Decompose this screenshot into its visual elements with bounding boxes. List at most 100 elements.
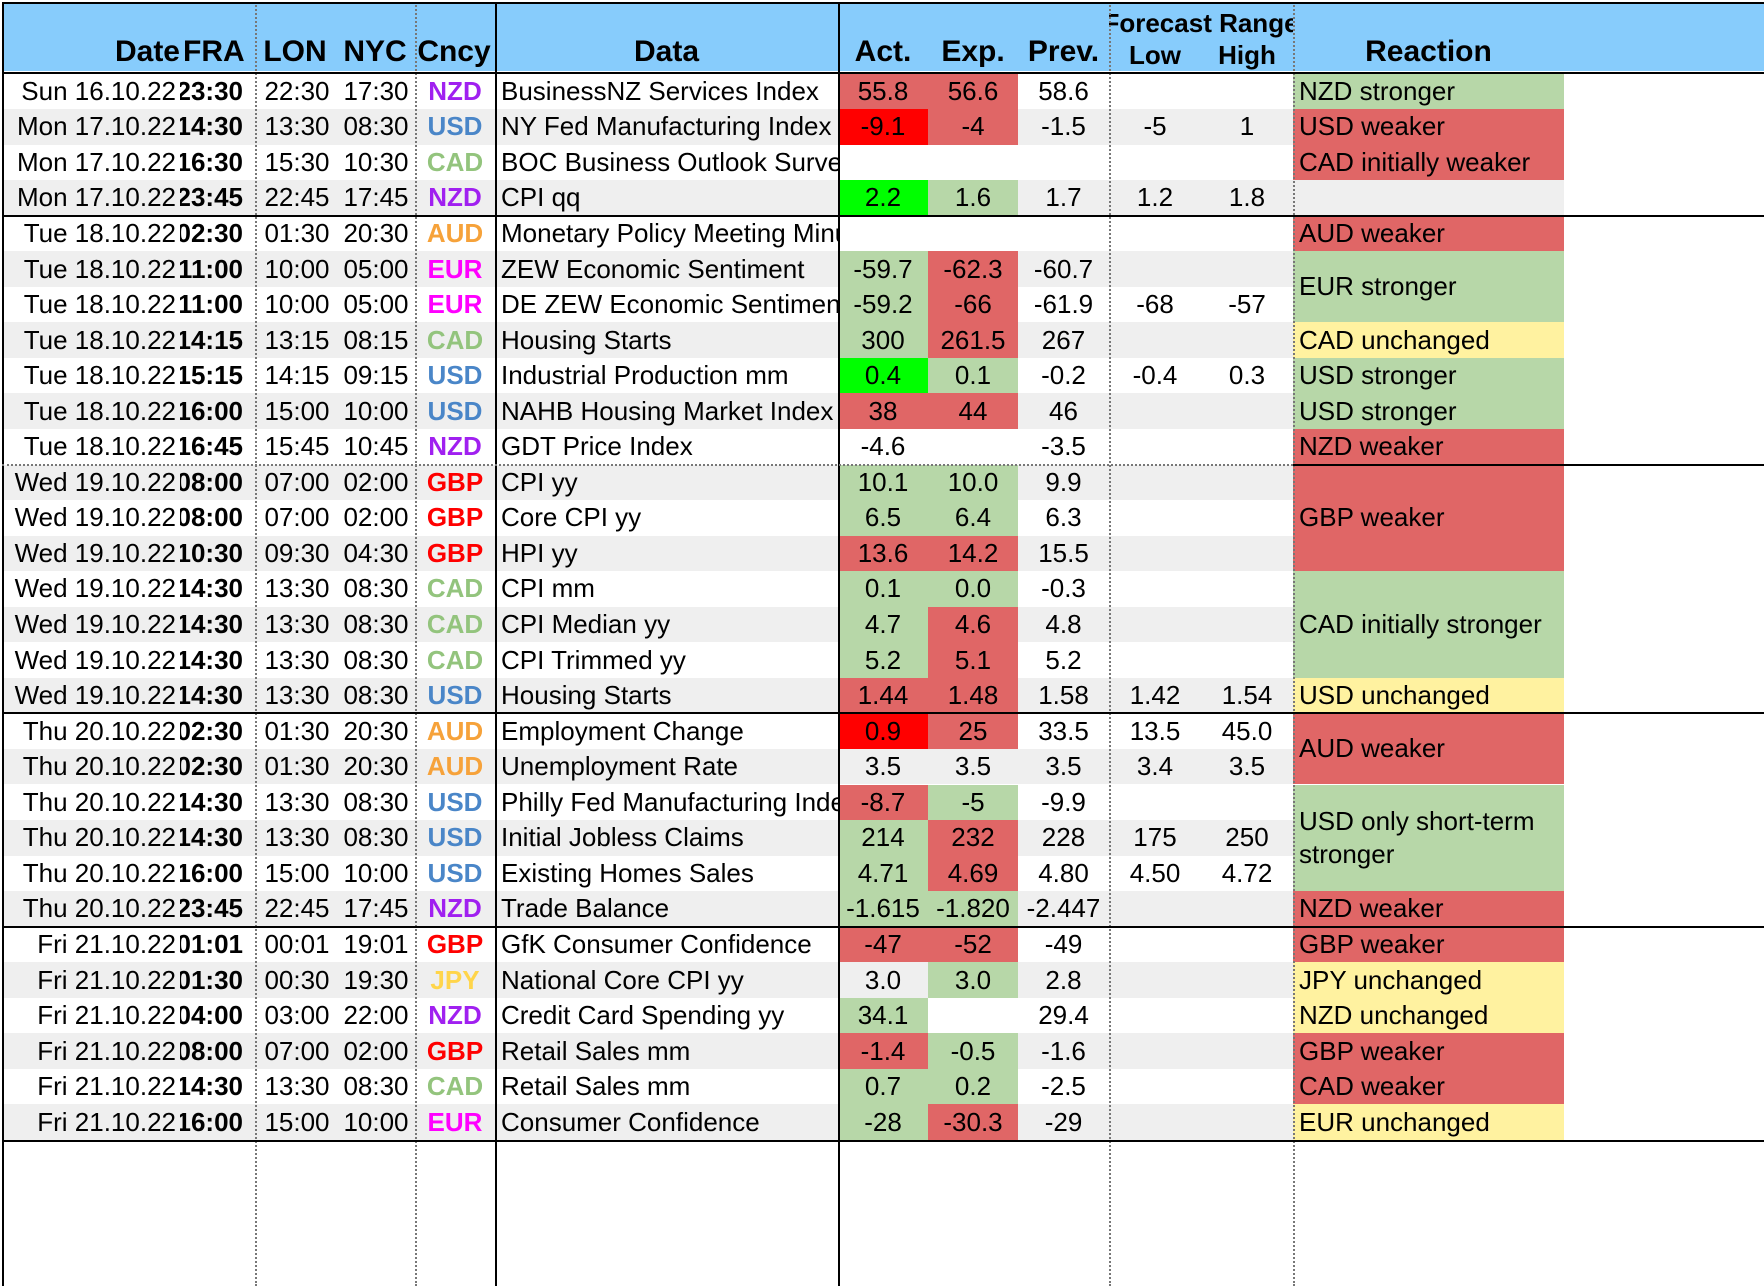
cell-nyc: 02:00 [343,502,409,533]
cell-low [1109,429,1201,465]
cell-prev: -1.6 [1041,1035,1086,1066]
cell-nyc: 10:45 [343,431,409,462]
cell-lon: 09:30 [264,537,330,568]
cell-act: -28 [838,1104,928,1140]
header-date: Date [114,35,180,68]
header-nyc: NYC [343,35,407,68]
reaction-cell: CAD unchanged [1293,322,1564,358]
cell-cncy: USD [427,857,483,888]
cell-high [1201,216,1293,252]
cell-act: -59.2 [838,286,928,323]
cell-nyc: 09:15 [343,360,409,391]
cell-data: BusinessNZ Services Index [501,75,819,106]
cell-cncy: USD [427,680,483,711]
cell-act: 4.71 [838,855,928,892]
cell-low: -5 [1143,111,1167,142]
cell-act: 0.9 [838,713,928,749]
cell-date: Tue 18.10.22 [23,360,176,391]
cell-exp: -62.3 [928,251,1018,287]
cell-lon: 10:00 [264,289,330,320]
cell-data: Retail Sales mm [501,1035,691,1066]
cell-prev: -2.447 [1026,893,1101,924]
grid-line [2,214,1293,217]
table-row [3,215,1293,252]
cell-act: 55.8 [838,73,928,110]
grid-line [2,72,1764,74]
cell-nyc: 10:30 [343,146,409,177]
cell-lon: 22:45 [264,893,330,924]
cell-data: Philly Fed Manufacturing Index [501,786,838,817]
table-row [3,1033,1293,1069]
cell-act: 0.1 [838,571,928,607]
cell-date: Wed 19.10.22 [14,537,176,568]
cell-exp: 0.1 [928,357,1018,394]
reaction-cell: NZD unchanged [1293,997,1564,1034]
table-row [3,535,1293,572]
cell-data: DE ZEW Economic Sentiment [501,289,838,320]
cell-low: -68 [1136,289,1174,320]
cell-exp: -66 [928,286,1018,323]
cell-low [1109,500,1201,536]
cell-exp: -1.820 [928,891,1018,927]
cell-fra: 23:45 [180,182,243,213]
cell-prev: -1.5 [1041,111,1086,142]
cell-exp: 5.1 [928,642,1018,678]
cell-nyc: 05:00 [343,289,409,320]
cell-nyc: 08:30 [343,822,409,853]
cell-prev: 3.5 [1045,751,1082,782]
cell-fra: 02:30 [180,751,243,782]
table-row [3,571,1293,607]
cell-exp: 232 [928,820,1018,856]
cell-exp: -30.3 [928,1104,1018,1140]
table-row [3,429,1293,465]
cell-cncy: CAD [426,573,484,604]
table-row [3,784,1293,821]
header-actual: Act. [854,35,912,68]
cell-date: Wed 19.10.22 [14,609,176,640]
cell-cncy: USD [427,822,483,853]
table-row [3,820,1293,856]
cell-exp: 6.4 [928,500,1018,536]
header-lon: LON [263,35,327,68]
cell-nyc: 17:45 [343,893,409,924]
cell-low [1109,536,1201,572]
cell-act [838,145,928,181]
cell-data: Housing Starts [501,324,672,355]
cell-lon: 14:15 [264,360,330,391]
cell-date: Thu 20.10.22 [22,786,176,817]
table-row [3,713,1293,749]
cell-high: 250 [1225,822,1269,853]
grid-line [255,2,257,1286]
cell-high: 1 [1239,111,1255,142]
cell-high [1201,607,1293,643]
cell-lon: 01:30 [264,715,330,746]
cell-date: Mon 17.10.22 [16,111,176,142]
cell-lon: 13:30 [264,111,330,142]
cell-data: CPI mm [501,573,595,604]
cell-fra: 14:30 [180,786,243,817]
cell-act: -1.4 [838,1033,928,1069]
cell-date: Fri 21.10.22 [37,1035,176,1066]
cell-data: National Core CPI yy [501,964,744,995]
cell-date: Fri 21.10.22 [37,928,176,959]
cell-date: Thu 20.10.22 [22,857,176,888]
cell-cncy: CAD [426,324,484,355]
cell-lon: 00:30 [264,964,330,995]
cell-low [1109,607,1201,643]
header-previous: Prev. [1027,35,1100,68]
cell-low: 175 [1133,822,1177,853]
table-row [3,962,1293,998]
cell-fra: 16:00 [180,1106,243,1137]
table-row [3,855,1293,892]
reaction-cell: USD unchanged [1293,677,1564,714]
header-data: Data [633,35,700,68]
cell-cncy: GBP [426,537,484,568]
grid-line [838,2,840,1286]
cell-data: ZEW Economic Sentiment [501,253,805,284]
cell-nyc: 20:30 [343,751,409,782]
cell-lon: 15:30 [264,146,330,177]
cell-high [1201,429,1293,465]
cell-fra: 11:00 [180,289,243,320]
header-low: Low [1129,40,1181,70]
cell-fra: 16:00 [180,395,243,426]
